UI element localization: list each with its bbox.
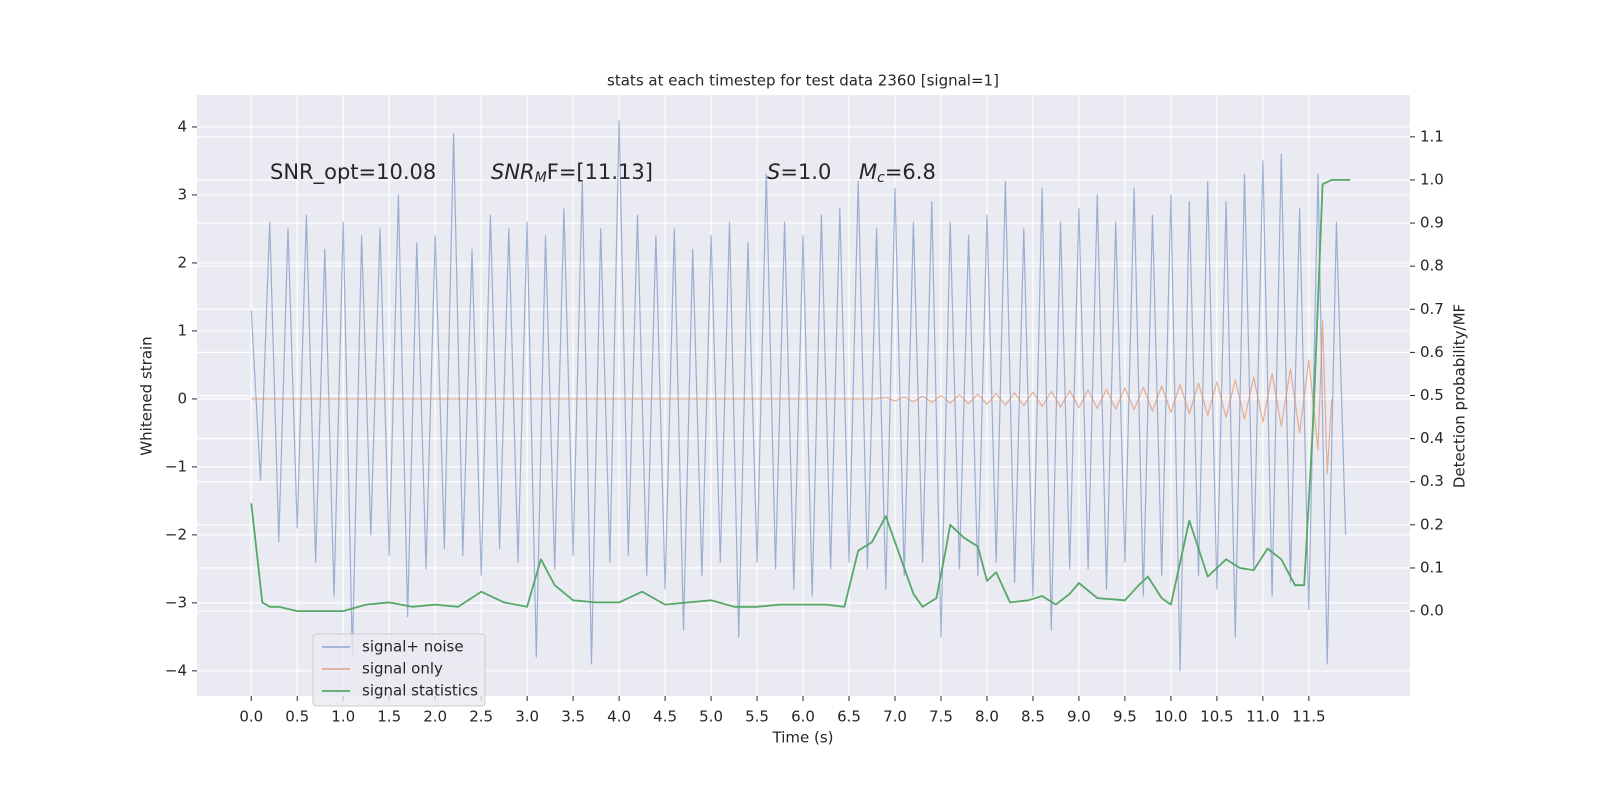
y-tick-label: 1	[177, 321, 187, 339]
annotation-rest: =1.0	[780, 160, 831, 184]
y-tick-label: 4	[177, 117, 187, 135]
y2-tick-label: 0.3	[1420, 472, 1444, 490]
y-tick-label: 3	[177, 185, 187, 203]
x-tick-label: 6.5	[837, 708, 861, 726]
y-tick-label: −2	[165, 525, 187, 543]
annotation-rest: F=[11.13]	[547, 160, 653, 184]
x-tick-label: 6.0	[791, 708, 815, 726]
x-tick-label: 3.5	[561, 708, 585, 726]
legend-label: signal statistics	[362, 682, 478, 700]
y-tick-label: 0	[177, 389, 187, 407]
series-line	[251, 320, 1333, 475]
y-axis-label: Whitened strain	[138, 336, 156, 455]
x-tick-label: 4.5	[653, 708, 677, 726]
x-tick-label: 9.0	[1067, 708, 1091, 726]
x-tick-label: 4.0	[607, 708, 631, 726]
x-tick-label: 3.0	[515, 708, 539, 726]
y2-tick-label: 0.7	[1420, 300, 1444, 318]
x-tick-label: 1.0	[331, 708, 355, 726]
legend-label: signal+ noise	[362, 638, 464, 656]
x-axis-label: Time (s)	[772, 729, 834, 747]
x-tick-label: 5.0	[699, 708, 723, 726]
x-tick-label: 11.5	[1292, 708, 1325, 726]
y2-axis-label: Detection probability/MF	[1451, 304, 1469, 488]
x-tick-label: 8.0	[975, 708, 999, 726]
annotation: S=1.0	[767, 160, 831, 184]
legend-label: signal only	[362, 660, 443, 678]
legend: signal+ noise signal only signal statistic…	[312, 633, 486, 707]
x-tick-label: 5.5	[745, 708, 769, 726]
y2-tick-label: 0.0	[1420, 602, 1444, 620]
y2-tick-label: 0.2	[1420, 515, 1444, 533]
legend-box	[312, 633, 486, 707]
y2-tick-label: 0.8	[1420, 257, 1444, 275]
annotation: SNRMF=[11.13]	[491, 160, 653, 186]
series-line	[250, 179, 1351, 612]
y-tick-label: −1	[165, 457, 187, 475]
grid	[197, 95, 1410, 696]
x-tick-label: 10.0	[1154, 708, 1187, 726]
annotation-rest: =6.8	[885, 160, 936, 184]
y2-tick-label: 0.6	[1420, 343, 1444, 361]
x-tick-label: 9.5	[1113, 708, 1137, 726]
annotation: Mc=6.8	[859, 160, 936, 186]
x-tick-label: 8.5	[1021, 708, 1045, 726]
y2-tick-label: 1.1	[1420, 127, 1444, 145]
y-tick-label: −3	[165, 593, 187, 611]
y2-tick-label: 0.1	[1420, 558, 1444, 576]
annotation-main: S	[767, 160, 780, 184]
x-tick-label: 7.0	[883, 708, 907, 726]
x-tick-label: 1.5	[377, 708, 401, 726]
x-tick-label: 2.0	[423, 708, 447, 726]
y2-tick-label: 0.9	[1420, 214, 1444, 232]
y-tick-label: 2	[177, 253, 187, 271]
annotation-main: SNR_opt=10.08	[270, 160, 436, 185]
y2-tick-label: 1.0	[1420, 170, 1444, 188]
x-tick-label: 2.5	[469, 708, 493, 726]
axes: 0.0 0.5 1.0 1.5 2.0 2.5 3.0 3.5 4.0 4.5 5.0 5.5 6.0 6…	[165, 117, 1444, 725]
chart-title: stats at each timestep for test data 236…	[607, 72, 999, 90]
x-tick-label: 10.5	[1200, 708, 1233, 726]
series-line	[250, 119, 1347, 672]
annotations: SNR_opt=10.08 SNRMF=[11.13] S=1.0 Mc=6.8	[270, 160, 936, 186]
marks	[250, 119, 1351, 672]
y-tick-label: −4	[165, 661, 187, 679]
x-tick-label: 0.5	[285, 708, 309, 726]
annotation-main: M	[859, 160, 877, 184]
x-tick-label: 7.5	[929, 708, 953, 726]
annotation-sub: c	[877, 170, 885, 186]
annotation-sub: M	[535, 170, 547, 186]
x-tick-label: 0.0	[239, 708, 263, 726]
y2-tick-label: 0.5	[1420, 386, 1444, 404]
x-tick-label: 11.0	[1246, 708, 1279, 726]
annotation-main: SNR	[491, 160, 535, 184]
annotation: SNR_opt=10.08	[270, 160, 436, 185]
y2-tick-label: 0.4	[1420, 429, 1444, 447]
